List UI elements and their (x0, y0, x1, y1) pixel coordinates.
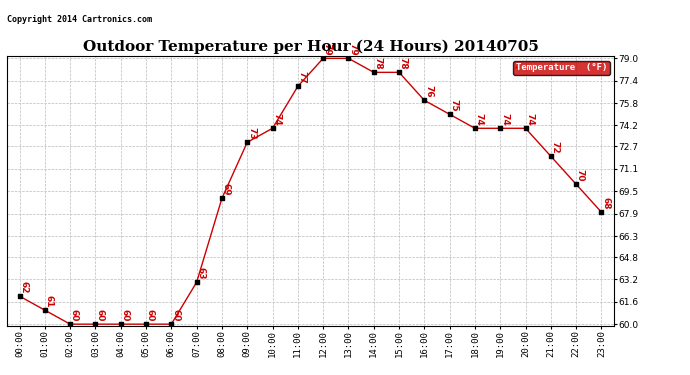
Point (368, 69, 380, 75)
Point (495, 125, 506, 131)
Text: 79: 79 (348, 43, 357, 56)
Text: 62: 62 (19, 281, 28, 293)
Point (545, 153, 556, 159)
Text: 78: 78 (399, 57, 408, 69)
Text: 61: 61 (45, 295, 54, 307)
Point (166, 321, 177, 327)
Point (444, 111, 455, 117)
Point (39, 307, 50, 313)
Point (191, 279, 202, 285)
Legend: Temperature  (°F): Temperature (°F) (513, 61, 609, 75)
Text: 76: 76 (424, 85, 433, 98)
Text: 79: 79 (323, 43, 332, 56)
Point (596, 209, 607, 215)
Text: 60: 60 (70, 309, 79, 321)
Point (520, 125, 531, 131)
Text: 78: 78 (373, 57, 382, 69)
Text: Copyright 2014 Cartronics.com: Copyright 2014 Cartronics.com (7, 15, 152, 24)
Point (571, 181, 582, 187)
Point (90, 321, 101, 327)
Point (317, 56, 328, 62)
Text: 74: 74 (273, 113, 282, 126)
Text: 72: 72 (551, 141, 560, 153)
Text: 68: 68 (601, 197, 610, 210)
Point (419, 98, 430, 104)
Text: 70: 70 (576, 169, 585, 182)
Text: 60: 60 (146, 309, 155, 321)
Point (217, 195, 228, 201)
Text: 75: 75 (449, 99, 458, 111)
Text: 69: 69 (221, 183, 230, 195)
Text: 63: 63 (197, 267, 206, 279)
Point (115, 321, 126, 327)
Text: 60: 60 (121, 309, 130, 321)
Point (141, 321, 152, 327)
Point (241, 139, 253, 145)
Text: 74: 74 (500, 113, 509, 126)
Text: 74: 74 (525, 113, 534, 126)
Point (65, 321, 76, 327)
Title: Outdoor Temperature per Hour (24 Hours) 20140705: Outdoor Temperature per Hour (24 Hours) … (83, 39, 538, 54)
Text: 74: 74 (475, 113, 484, 126)
Point (393, 69, 404, 75)
Text: 77: 77 (297, 71, 306, 84)
Text: 60: 60 (171, 309, 180, 321)
Point (14, 293, 25, 299)
Point (293, 83, 304, 89)
Point (343, 56, 354, 62)
Point (469, 125, 480, 131)
Point (267, 125, 278, 131)
Text: 73: 73 (247, 127, 256, 140)
Text: 60: 60 (95, 309, 104, 321)
